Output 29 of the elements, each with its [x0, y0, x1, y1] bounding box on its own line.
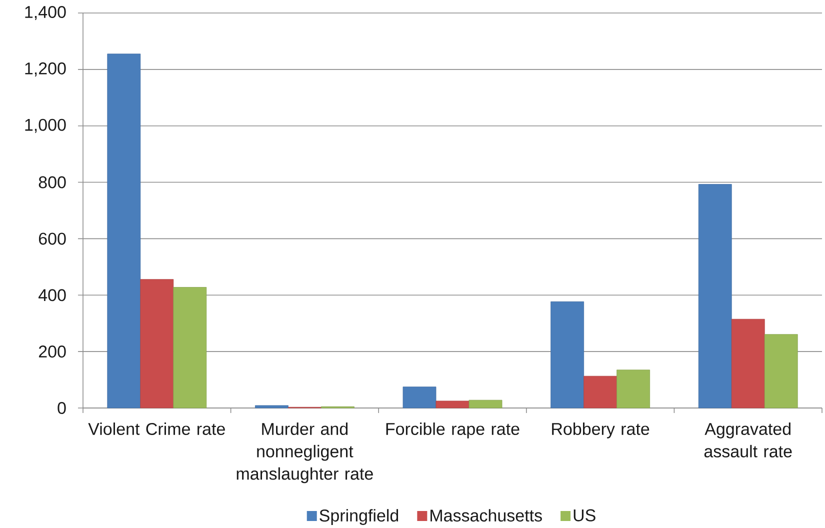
bar	[140, 279, 174, 408]
bar	[173, 287, 207, 408]
bar	[731, 318, 765, 408]
y-tick-label: 200	[38, 346, 66, 358]
y-tick-label: 800	[38, 176, 66, 188]
y-tick-label: 400	[38, 289, 66, 302]
bar	[255, 405, 288, 408]
bar	[764, 334, 798, 408]
bar	[402, 386, 436, 408]
x-tick-label: Violent Crime rate	[88, 422, 225, 436]
legend-label: Massachusetts	[430, 509, 542, 522]
y-tick-label: 1,000	[25, 118, 66, 133]
bar	[550, 301, 584, 408]
y-tick-label: 1,400	[25, 6, 66, 20]
x-tick-label: Forcible rape rate	[386, 422, 520, 438]
x-tick-label: Aggravated assault rate	[704, 422, 792, 458]
bar	[698, 184, 732, 408]
bar	[436, 400, 470, 408]
x-tick-label: Murder and nonnegligent manslaughter rate	[236, 422, 373, 484]
bar	[107, 54, 141, 408]
y-tick-label: 600	[38, 232, 66, 245]
bar	[584, 376, 618, 408]
bar	[616, 370, 650, 408]
legend-label: Springfield	[320, 509, 398, 525]
y-tick-label: 0	[58, 402, 66, 414]
legend-label: US	[574, 509, 596, 522]
x-tick-label: Robbery rate	[552, 422, 650, 438]
y-tick-label: 1,200	[25, 62, 66, 76]
bar	[468, 400, 502, 408]
